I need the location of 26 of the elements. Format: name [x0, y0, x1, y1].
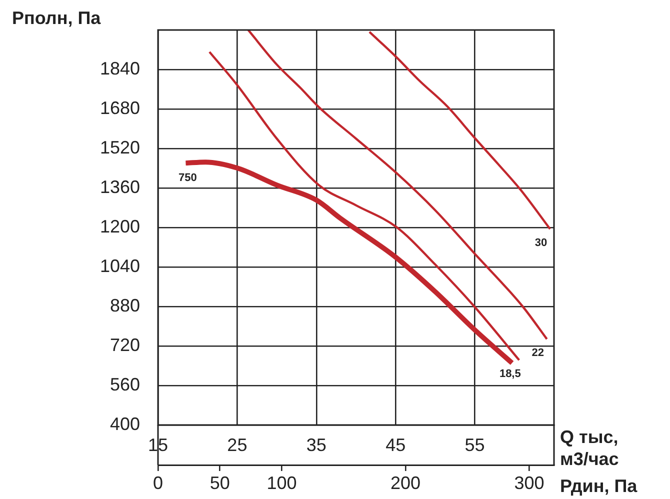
- x-tick-label: 45: [386, 434, 406, 455]
- x2-tick-label: 300: [514, 472, 544, 493]
- y-tick-label: 1520: [100, 137, 140, 158]
- x-tick-label: 55: [464, 434, 485, 455]
- x2-axis-title: Рдин, Па: [560, 476, 638, 496]
- x2-tick-label: 100: [266, 472, 297, 493]
- y-axis-title: Рполн, Па: [12, 8, 102, 28]
- series-label: 18,5: [499, 368, 521, 380]
- x2-tick-label: 50: [210, 472, 230, 493]
- x2-tick-label: 200: [390, 472, 421, 493]
- x-tick-label: 25: [227, 434, 248, 455]
- x-tick-label: 35: [306, 434, 326, 455]
- y-tick-label: 880: [110, 295, 140, 316]
- series-label: 22: [532, 347, 544, 360]
- series-label: 30: [534, 237, 548, 250]
- y-tick-label: 400: [110, 414, 140, 434]
- y-tick-label: 560: [110, 374, 140, 394]
- annotation: 750: [178, 172, 197, 184]
- y-tick-label: 1360: [100, 176, 140, 197]
- x-axis-title: Q тыс, м3/час: [560, 426, 619, 469]
- y-tick-label: 1040: [100, 256, 140, 276]
- y-tick-label: 1200: [100, 216, 140, 236]
- x2-tick-label: 0: [152, 472, 164, 493]
- y-tick-label: 1840: [100, 58, 140, 78]
- y-tick-label: 1680: [100, 98, 140, 118]
- y-tick-label: 720: [110, 334, 140, 355]
